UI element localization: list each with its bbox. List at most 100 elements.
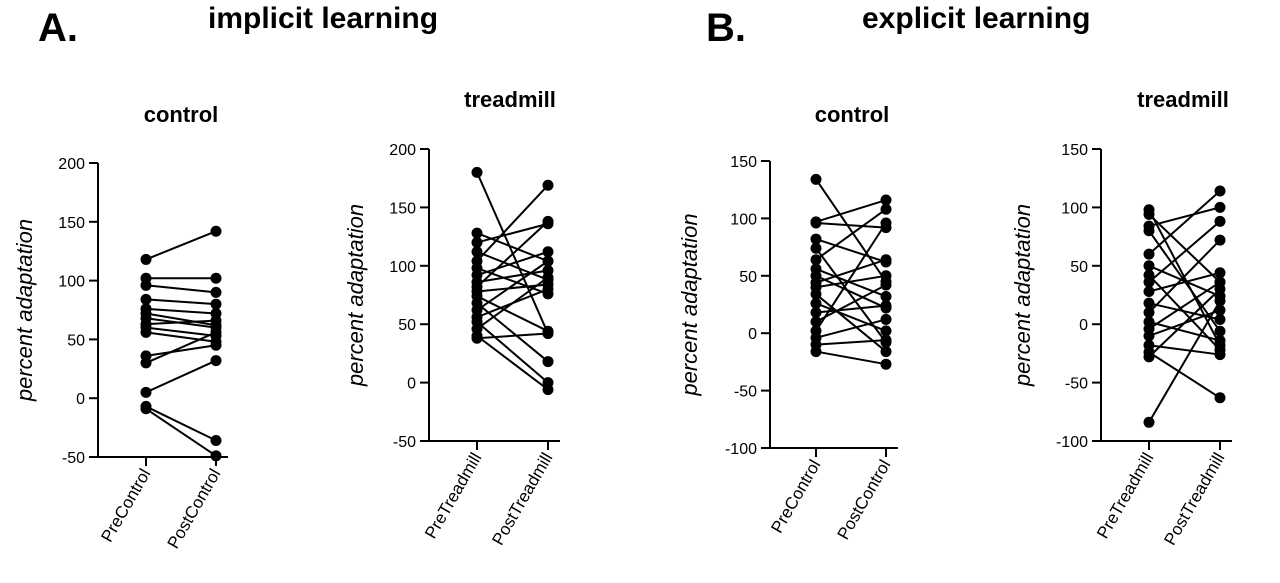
panel-b-title: explicit learning (862, 2, 1091, 35)
data-point (880, 194, 892, 206)
series-line (145, 312, 217, 327)
series-line (815, 274, 887, 309)
series-line (815, 350, 887, 366)
y-tick-label: 50 (1070, 259, 1088, 276)
series-12 (810, 297, 892, 337)
data-point (542, 356, 554, 368)
x-category-label: PreControl (97, 466, 154, 546)
chart-title: treadmill (464, 87, 556, 112)
series-line (145, 326, 217, 337)
data-point (810, 242, 822, 254)
data-point (1214, 283, 1226, 295)
series-10 (140, 326, 222, 348)
y-tick-label: 50 (739, 269, 757, 286)
data-point (471, 227, 483, 239)
y-axis-label: percent adaptation (1010, 204, 1035, 387)
y-tick-label: 100 (58, 274, 85, 291)
series-line (815, 221, 887, 229)
data-point (210, 326, 222, 338)
x-category-label: PostTreadmill (1160, 450, 1228, 549)
data-point (471, 236, 483, 248)
y-tick-label: -50 (393, 434, 416, 451)
data-point (810, 233, 822, 245)
series-16 (810, 313, 892, 344)
series-line (476, 250, 549, 277)
y-axis-label: percent adaptation (12, 219, 37, 402)
chart-1-control: control percent adaptation -50 0 50 100 150 200… (12, 102, 228, 552)
data-point (542, 271, 554, 283)
data-point (542, 255, 554, 267)
data-point (140, 253, 152, 265)
chart-3-control: control percent adaptation -100 -50 0 50 100 15… (677, 102, 898, 543)
data-point (210, 339, 222, 351)
data-point (880, 290, 892, 302)
series-line (815, 199, 887, 223)
series-18 (810, 346, 892, 370)
series-line (476, 184, 549, 262)
series-11 (810, 288, 892, 358)
series-4 (140, 293, 222, 310)
series-line (476, 269, 549, 284)
series-line (815, 293, 887, 353)
data-point (810, 307, 822, 319)
y-tick-label: 100 (1061, 200, 1088, 217)
series-line (145, 284, 217, 294)
series-11 (140, 339, 222, 362)
y-tick-label: -100 (1056, 434, 1088, 451)
series-line (815, 339, 887, 346)
panel-a-letter: A. (38, 6, 78, 50)
series-line (145, 407, 217, 457)
data-point (880, 334, 892, 346)
x-category-label: PreControl (767, 457, 824, 537)
data-point (880, 346, 892, 358)
series-line (1148, 300, 1221, 423)
y-tick-label: 100 (730, 211, 757, 228)
series-1 (140, 225, 222, 265)
y-tick-label: 150 (730, 154, 757, 171)
series-line (145, 298, 217, 306)
x-category-label: PostTreadmill (488, 450, 556, 549)
chart-title: treadmill (1137, 87, 1229, 112)
data-point (1143, 297, 1155, 309)
y-tick-label: -50 (734, 384, 757, 401)
data-point (1214, 201, 1226, 213)
data-point (140, 403, 152, 415)
series-11 (1143, 234, 1226, 319)
series-10 (1143, 297, 1226, 326)
series-8 (1143, 215, 1226, 288)
data-point (1143, 276, 1155, 288)
panel-b-letter: B. (706, 6, 746, 50)
y-tick-label: 150 (58, 215, 85, 232)
data-point (471, 166, 483, 178)
series-line (145, 319, 217, 326)
data-point (140, 357, 152, 369)
data-point (210, 435, 222, 447)
data-point (210, 315, 222, 327)
series-line (1148, 264, 1221, 298)
data-point (1143, 208, 1155, 220)
series-line (815, 284, 887, 323)
data-point (810, 316, 822, 328)
series-12 (140, 326, 222, 369)
series-17 (471, 330, 554, 396)
y-tick-label: 0 (407, 376, 416, 393)
y-tick-label: 0 (1079, 317, 1088, 334)
series-line (145, 230, 217, 261)
series-line (1148, 213, 1221, 283)
data-point (1143, 330, 1155, 342)
data-point (810, 217, 822, 229)
chart-4-treadmill: treadmill percent adaptation -100 -50 0 50 100… (1010, 87, 1232, 548)
series-16 (1143, 346, 1226, 404)
data-point (542, 384, 554, 396)
data-point (542, 179, 554, 191)
x-category-label: PostControl (834, 457, 895, 543)
series-line (145, 307, 217, 315)
data-point (542, 246, 554, 258)
series-line (815, 238, 887, 263)
series-6 (810, 203, 892, 266)
data-point (1143, 260, 1155, 272)
y-tick-label: 150 (1061, 142, 1088, 159)
data-point (810, 297, 822, 309)
series-line (145, 344, 217, 357)
series-line (1148, 239, 1221, 314)
